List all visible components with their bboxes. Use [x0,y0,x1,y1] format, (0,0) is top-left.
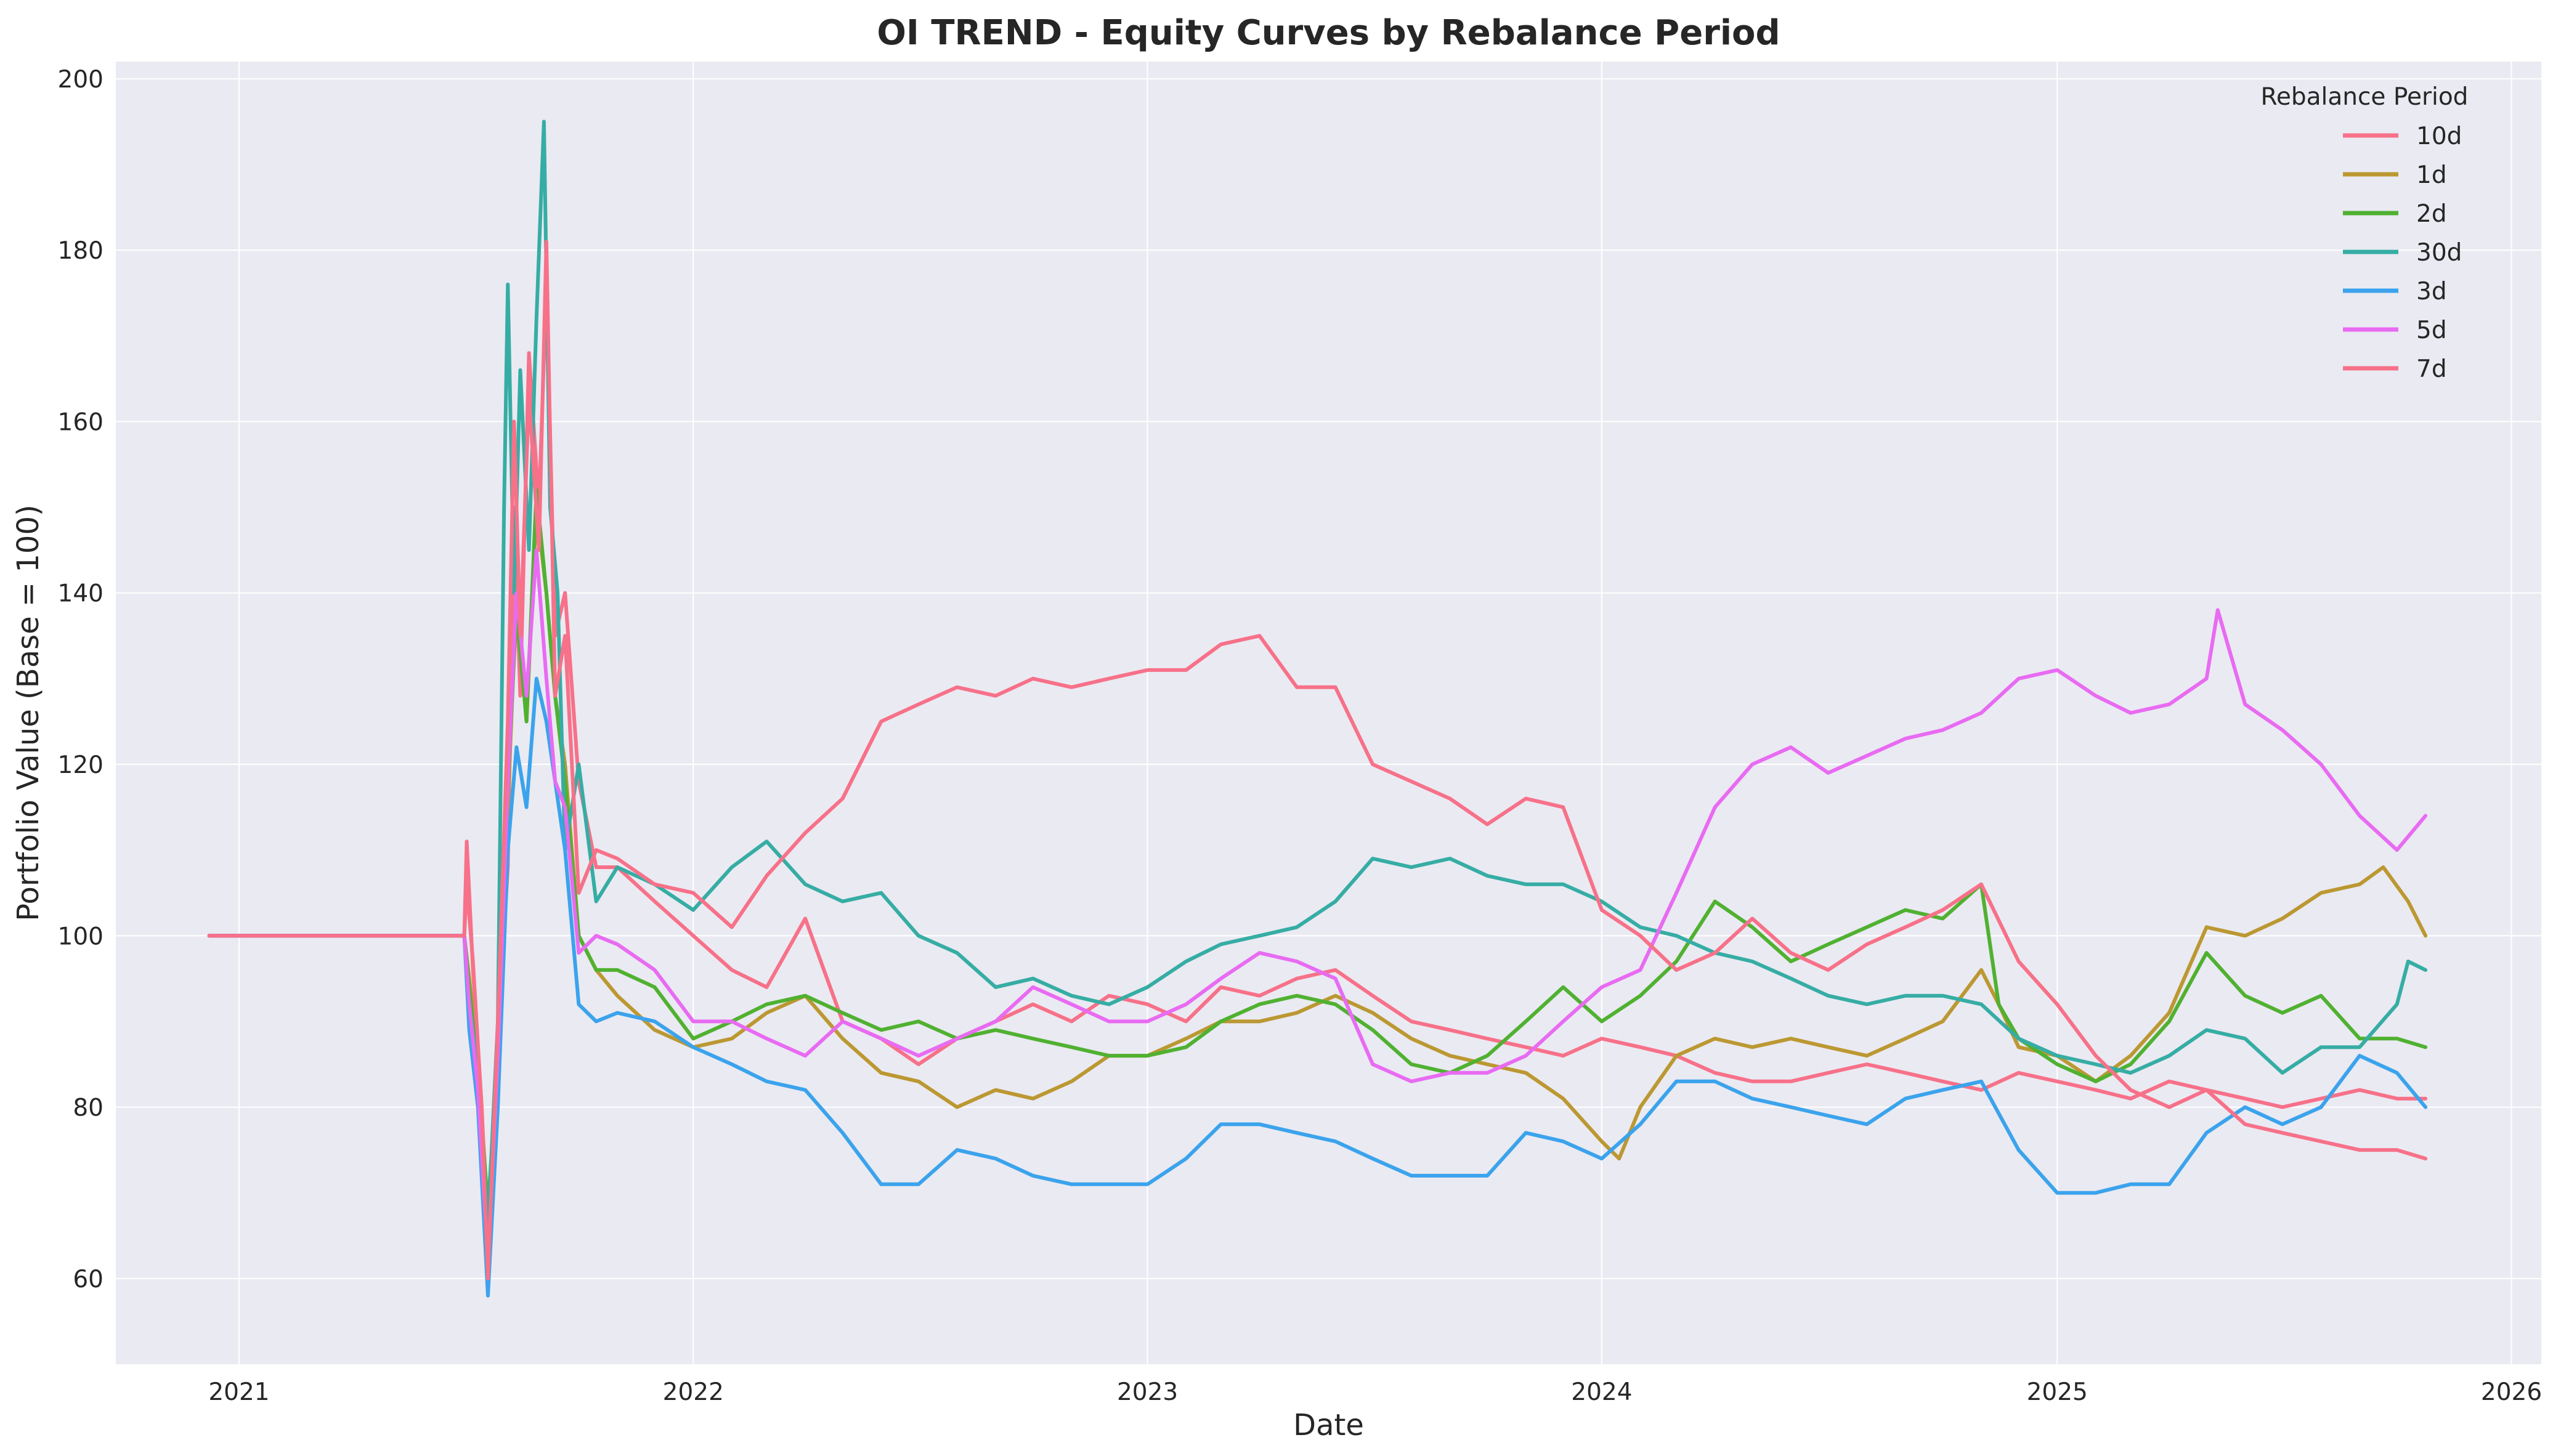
series-line-7d [207,240,2428,1280]
y-tick-label: 200 [58,66,103,94]
tick-labels: 60 80 100 120 140 160 180 200 2021 2022 2023 2024 20… [58,66,2543,1406]
legend-label-1d: 1d [2416,161,2447,189]
series-line-2d [207,488,2428,1212]
chart-title: OI TREND - Equity Curves by Rebalance Pe… [877,13,1780,53]
y-axis-label: Portfolio Value (Base = 100) [11,504,46,921]
legend-label-7d: 7d [2416,355,2447,383]
x-tick-label: 2023 [1117,1378,1178,1406]
series-line-30d [207,119,2428,1229]
y-tick-label: 180 [58,237,103,265]
legend-label-2d: 2d [2416,200,2447,228]
legend-label-30d: 30d [2416,239,2462,267]
legend-label-3d: 3d [2416,278,2447,305]
legend-title: Rebalance Period [2261,83,2469,111]
series-lines [207,119,2428,1298]
legend-label-10d: 10d [2416,123,2462,150]
y-tick-label: 120 [58,751,103,779]
x-tick-label: 2026 [2481,1378,2542,1406]
y-tick-label: 60 [73,1266,103,1293]
legend: Rebalance Period 10d 1d 2d 30d 3d 5d 7d [2261,83,2469,383]
y-tick-label: 160 [58,408,103,436]
x-tick-label: 2024 [1571,1378,1632,1406]
y-tick-label: 140 [58,580,103,608]
x-tick-label: 2025 [2027,1378,2088,1406]
x-tick-label: 2022 [663,1378,724,1406]
y-tick-label: 100 [58,923,103,950]
x-tick-label: 2021 [208,1378,269,1406]
series-line-10d [207,282,2428,1247]
x-axis-label: Date [1293,1408,1364,1442]
y-tick-label: 80 [73,1094,103,1122]
series-line-5d [207,548,2428,1263]
legend-items: 10d 1d 2d 30d 3d 5d 7d [2343,123,2462,383]
legend-label-5d: 5d [2416,317,2447,344]
